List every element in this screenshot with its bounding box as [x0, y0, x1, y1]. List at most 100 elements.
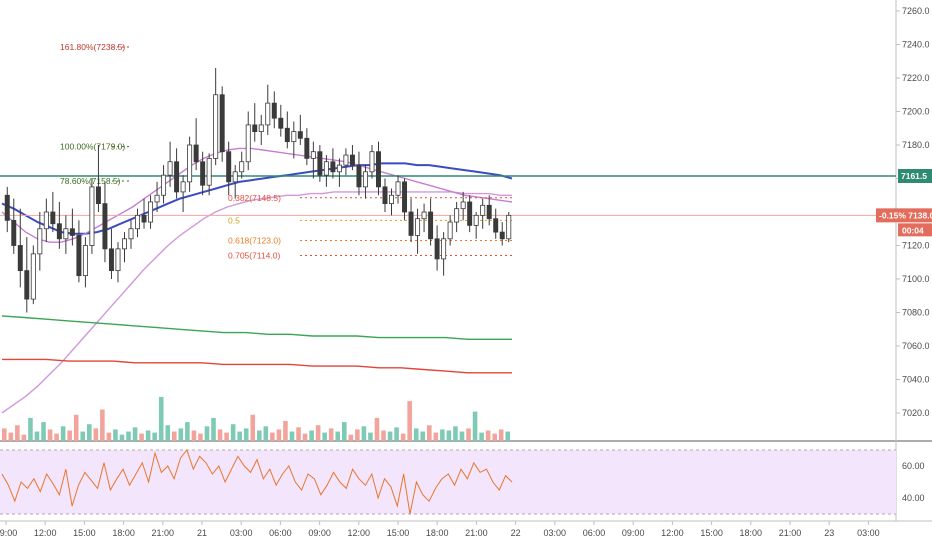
volume-bar	[106, 432, 112, 441]
time-tick-label: 09:00	[0, 528, 17, 538]
candle-body	[56, 223, 62, 240]
candle-body	[154, 194, 160, 203]
time-tick-label: 03:00	[544, 528, 567, 538]
time-tick-label: 09:00	[622, 528, 645, 538]
volume-bar	[224, 432, 229, 441]
time-tick-label: 21	[197, 528, 207, 538]
candle-body	[76, 235, 82, 277]
candle-body	[102, 203, 108, 250]
fib-level-label: 0.382(7148.5)	[228, 193, 281, 203]
volume-bar	[93, 428, 99, 441]
volume-bar	[47, 429, 53, 441]
candle-body	[167, 161, 173, 176]
moving-average-line	[1, 191, 512, 414]
volume-bar	[152, 432, 157, 441]
volume-bar	[302, 433, 308, 441]
volume-bar	[34, 431, 40, 441]
candle-body	[486, 204, 492, 220]
time-tick-label: 09:00	[308, 528, 331, 538]
candle-body	[37, 228, 43, 255]
oscillator-line	[1, 448, 513, 515]
volume-bar	[165, 425, 171, 441]
candle-body	[4, 194, 10, 221]
volume-bar	[479, 432, 484, 441]
fib-level-label: 0.618(7123.0)	[228, 235, 281, 245]
volume-bar	[387, 431, 393, 441]
candle-body	[252, 124, 258, 133]
time-tick-label: 06:00	[269, 528, 292, 538]
volume-bar	[420, 431, 426, 441]
volume-bar	[119, 434, 125, 441]
candle-body	[323, 161, 329, 176]
candle-body	[428, 211, 434, 240]
candle-body	[369, 151, 375, 173]
volume-bar	[8, 432, 14, 441]
time-tick-label: 18:00	[426, 528, 449, 538]
candle-body	[245, 124, 251, 163]
candle-body	[467, 201, 473, 226]
candle-body	[200, 161, 206, 186]
candle-body	[343, 154, 349, 166]
candle-body	[24, 270, 30, 300]
fib-level-label: 100.00%(7179.0)	[60, 142, 125, 152]
candle-body	[193, 144, 199, 163]
candle-body	[148, 201, 154, 223]
volume-bar	[400, 433, 406, 441]
candle-body	[291, 131, 297, 143]
time-tick-label: 18:00	[740, 528, 763, 538]
volume-bar	[485, 430, 491, 441]
candle-body	[304, 137, 310, 159]
volume-bar	[145, 430, 151, 441]
volume-bar	[322, 432, 327, 441]
countdown-tag	[898, 223, 932, 237]
price-tick-label: 7080.0	[902, 308, 930, 318]
candle-body	[447, 221, 453, 240]
price-tick-label: 7240.0	[902, 40, 930, 50]
candle-body	[473, 214, 479, 226]
oscillator-band	[0, 450, 896, 514]
candle-body	[499, 231, 505, 240]
volume-bar	[257, 430, 262, 441]
volume-bar	[126, 431, 131, 441]
candle-body	[226, 151, 232, 183]
volume-bar	[54, 433, 59, 441]
candle-body	[206, 157, 212, 186]
time-tick-label: 15:00	[387, 528, 410, 538]
price-tick-label: 7040.0	[902, 375, 930, 385]
oscillator-pane: 60.00 40.00	[0, 448, 925, 515]
candle-body	[408, 211, 414, 236]
volume-bar	[355, 429, 360, 441]
volume-bar	[498, 429, 504, 441]
candle-body	[421, 211, 427, 220]
volume-bar	[348, 434, 354, 441]
price-tick-label: 7060.0	[902, 341, 930, 351]
volume-bar	[243, 428, 249, 441]
moving-averages	[1, 147, 513, 414]
volume-bar	[60, 426, 66, 441]
volume-bar	[296, 427, 301, 441]
candle-body	[441, 238, 447, 260]
time-axis[interactable]: 09:00 12:00 15:00 18:00 21:00 21 03:00 06:00 09:…	[0, 521, 880, 538]
price-tick-label: 7220.0	[902, 73, 930, 83]
volume-bar	[276, 429, 282, 441]
volume-bar	[283, 421, 288, 441]
volume-bar	[28, 417, 33, 441]
volume-bar	[413, 428, 419, 441]
candle-body	[161, 174, 167, 196]
volume-bar	[15, 425, 20, 441]
volume-bars	[2, 396, 511, 441]
volume-bar	[440, 429, 445, 441]
time-tick-label: 21:00	[465, 528, 488, 538]
candle-body	[265, 102, 271, 126]
time-tick-label: 12:00	[661, 528, 684, 538]
price-tick-label: 7100.0	[902, 274, 930, 284]
candle-body	[63, 228, 69, 240]
candle-body	[219, 94, 225, 153]
oscillator-tick-label: 60.00	[902, 461, 925, 471]
candle-body	[141, 214, 147, 223]
volume-bar	[158, 396, 164, 441]
volume-bar	[309, 430, 314, 441]
price-tick-label: 7020.0	[902, 408, 930, 418]
fib-level-label: 0.705(7114.0)	[228, 251, 280, 261]
